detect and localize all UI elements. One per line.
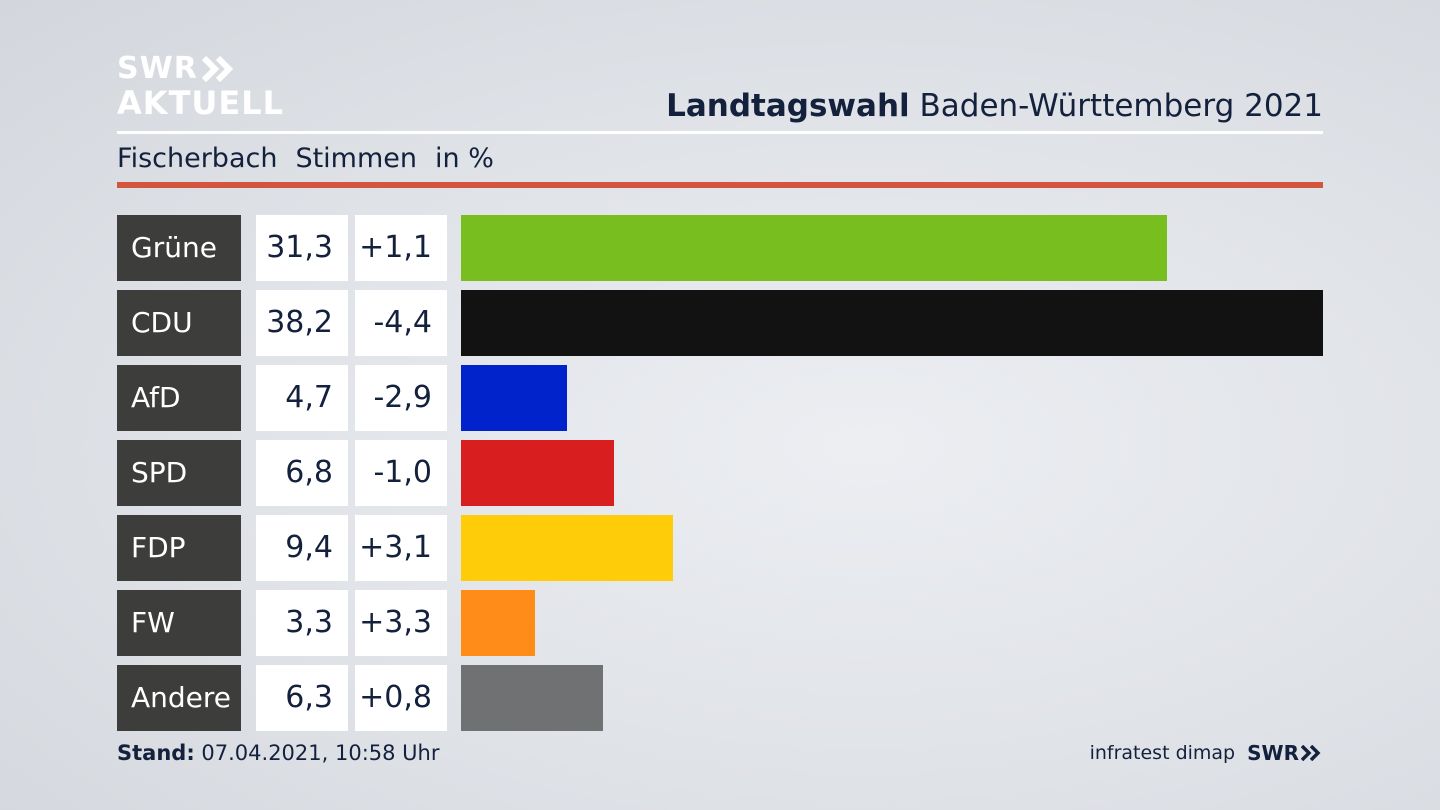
diff-label: +0,8 bbox=[355, 665, 447, 731]
party-label: FDP bbox=[117, 515, 241, 581]
header-divider bbox=[117, 131, 1323, 134]
logo-swr-text: SWR bbox=[117, 54, 198, 84]
bar bbox=[461, 290, 1323, 356]
footer-source: infratest dimap SWR bbox=[1090, 741, 1323, 765]
value-label: 3,3 bbox=[256, 590, 348, 656]
bar-row: AfD 4,7 -2,9 bbox=[117, 365, 1323, 431]
page-title: Landtagswahl Baden-Württemberg 2021 bbox=[666, 88, 1323, 124]
double-chevron-icon bbox=[202, 56, 236, 82]
party-label: Grüne bbox=[117, 215, 241, 281]
party-label: AfD bbox=[117, 365, 241, 431]
bar bbox=[461, 440, 614, 506]
bar-row: Andere 6,3 +0,8 bbox=[117, 665, 1323, 731]
diff-label: +1,1 bbox=[355, 215, 447, 281]
diff-label: -1,0 bbox=[355, 440, 447, 506]
double-chevron-icon bbox=[1301, 745, 1323, 761]
logo-aktuell-text: AKTUELL bbox=[117, 87, 284, 119]
diff-label: +3,3 bbox=[355, 590, 447, 656]
value-label: 6,3 bbox=[256, 665, 348, 731]
diff-label: -4,4 bbox=[355, 290, 447, 356]
diff-label: -2,9 bbox=[355, 365, 447, 431]
value-label: 38,2 bbox=[256, 290, 348, 356]
bar bbox=[461, 215, 1167, 281]
bar-row: Grüne 31,3 +1,1 bbox=[117, 215, 1323, 281]
swr-aktuell-logo: SWR AKTUELL bbox=[117, 54, 284, 119]
bar bbox=[461, 365, 567, 431]
subheader-divider bbox=[117, 182, 1323, 188]
value-label: 31,3 bbox=[256, 215, 348, 281]
bar bbox=[461, 665, 603, 731]
bar-row: FW 3,3 +3,3 bbox=[117, 590, 1323, 656]
bar-row: SPD 6,8 -1,0 bbox=[117, 440, 1323, 506]
bar bbox=[461, 590, 535, 656]
subheader-unit: in % bbox=[435, 143, 494, 174]
bar bbox=[461, 515, 673, 581]
bar-row: CDU 38,2 -4,4 bbox=[117, 290, 1323, 356]
title-bold: Landtagswahl bbox=[666, 88, 910, 124]
diff-label: +3,1 bbox=[355, 515, 447, 581]
party-label: FW bbox=[117, 590, 241, 656]
stand-value: 07.04.2021, 10:58 Uhr bbox=[195, 741, 440, 765]
subheader-measure: Stimmen bbox=[295, 143, 417, 174]
footer-swr-logo: SWR bbox=[1247, 741, 1323, 765]
footer-stand: Stand: 07.04.2021, 10:58 Uhr bbox=[117, 741, 440, 765]
party-label: Andere bbox=[117, 665, 241, 731]
bar-row: FDP 9,4 +3,1 bbox=[117, 515, 1323, 581]
title-rest: Baden-Württemberg 2021 bbox=[910, 88, 1323, 124]
subheader: Fischerbach Stimmen in % bbox=[117, 143, 512, 174]
value-label: 6,8 bbox=[256, 440, 348, 506]
footer-swr-text: SWR bbox=[1247, 741, 1299, 765]
party-label: SPD bbox=[117, 440, 241, 506]
party-label: CDU bbox=[117, 290, 241, 356]
value-label: 9,4 bbox=[256, 515, 348, 581]
subheader-place: Fischerbach bbox=[117, 143, 277, 174]
source-text: infratest dimap bbox=[1090, 742, 1236, 764]
value-label: 4,7 bbox=[256, 365, 348, 431]
stand-label: Stand: bbox=[117, 741, 195, 765]
